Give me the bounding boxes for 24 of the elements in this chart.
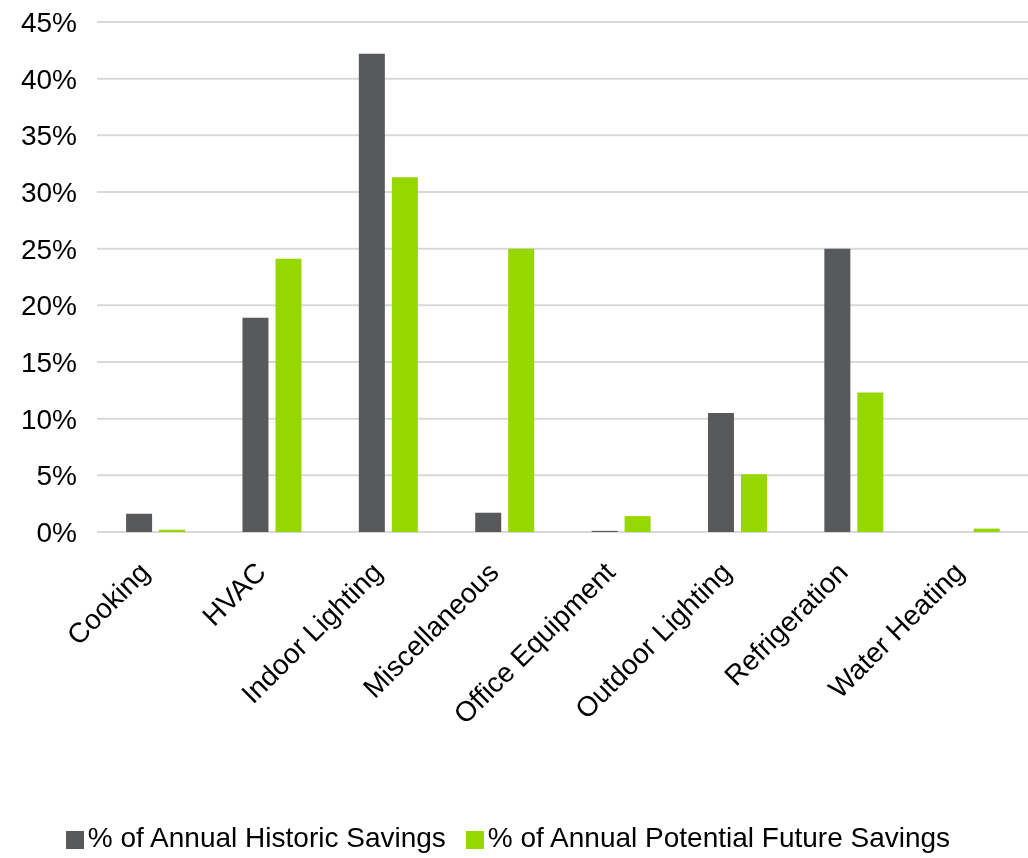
bar [740,474,767,532]
bar [391,177,418,532]
bar [358,53,385,532]
bar [126,513,153,532]
y-tick-label: 45% [20,6,77,38]
legend-label: % of Annual Historic Savings [87,822,446,853]
y-tick-label: 0% [36,516,77,548]
bar [707,413,734,532]
bar [508,248,535,532]
y-tick-label: 15% [20,346,77,378]
legend-label: % of Annual Potential Future Savings [487,822,951,853]
bar [275,258,302,532]
bar [475,512,502,532]
bar [824,248,851,532]
y-tick-label: 30% [20,176,77,208]
y-tick-label: 25% [20,233,77,265]
y-tick-label: 40% [20,63,77,95]
y-tick-label: 5% [36,460,77,492]
y-tick-label: 20% [20,290,77,322]
y-tick-label: 10% [20,403,77,435]
y-tick-label: 35% [20,120,77,152]
bar [857,392,884,532]
bar [624,516,651,532]
bar [242,317,269,532]
